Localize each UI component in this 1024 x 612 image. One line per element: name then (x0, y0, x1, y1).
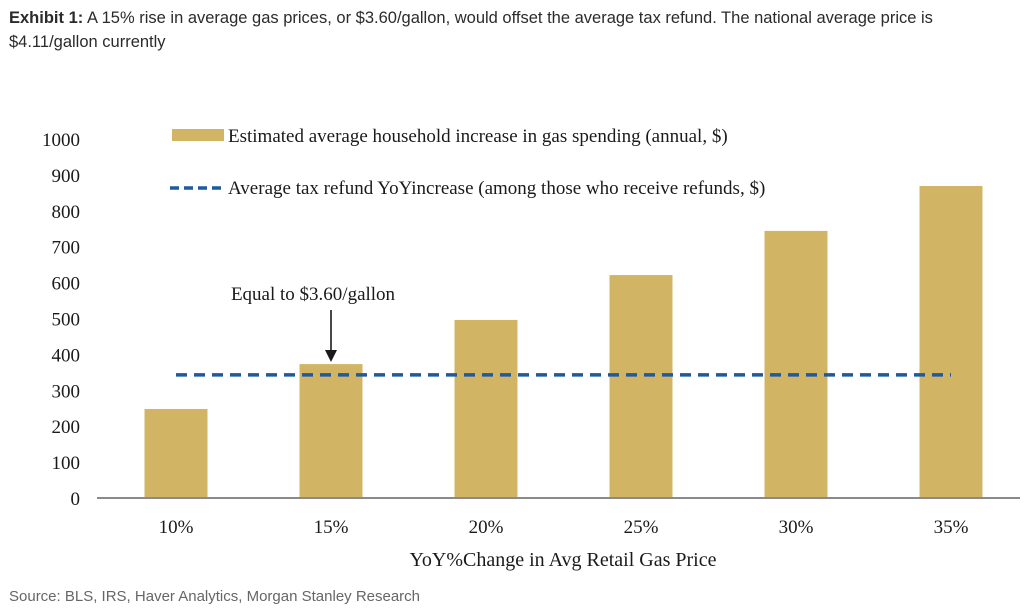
y-tick-label: 900 (52, 166, 81, 187)
exhibit-title: Exhibit 1: A 15% rise in average gas pri… (9, 6, 1019, 54)
source-note: Source: BLS, IRS, Haver Analytics, Morga… (9, 588, 421, 605)
bars (144, 186, 983, 499)
bar-30pct (764, 230, 828, 499)
y-tick-label: 200 (52, 417, 81, 438)
bar-35pct (919, 186, 983, 499)
x-axis-title: YoY%Change in Avg Retail Gas Price (409, 549, 716, 571)
legend-swatch-bar (172, 129, 224, 141)
y-tick-label: 400 (52, 345, 81, 366)
exhibit-label: Exhibit 1: (9, 9, 84, 27)
x-axis-ticks: 10% 15% 20% 25% 30% 35% (159, 517, 969, 538)
bar-15pct (299, 364, 363, 498)
annotation: Equal to $3.60/gallon (231, 284, 396, 362)
x-tick-label: 35% (934, 517, 969, 538)
bar-25pct (609, 275, 673, 498)
y-tick-label: 1000 (42, 130, 80, 151)
annotation-text: Equal to $3.60/gallon (231, 284, 396, 305)
x-tick-label: 15% (314, 517, 349, 538)
y-tick-label: 600 (52, 274, 81, 295)
x-tick-label: 10% (159, 517, 194, 538)
x-tick-label: 20% (469, 517, 504, 538)
y-tick-label: 500 (52, 310, 81, 331)
y-tick-label: 100 (52, 453, 81, 474)
y-tick-label: 700 (52, 238, 81, 259)
y-tick-label: 0 (71, 489, 81, 510)
annotation-arrowhead-icon (325, 350, 337, 362)
y-tick-label: 300 (52, 381, 81, 402)
legend-label-line: Average tax refund YoYincrease (among th… (228, 178, 765, 199)
legend-label-bar: Estimated average household increase in … (228, 126, 728, 147)
bar-20pct (454, 319, 518, 498)
x-tick-label: 30% (779, 517, 814, 538)
y-tick-label: 800 (52, 202, 81, 223)
bar-10pct (144, 408, 208, 498)
y-axis-ticks: 0 100 200 300 400 500 600 700 800 900 1000 (42, 130, 80, 510)
legend: Estimated average household increase in … (170, 126, 765, 199)
x-tick-label: 25% (624, 517, 659, 538)
exhibit-title-text: A 15% rise in average gas prices, or $3.… (9, 9, 933, 51)
